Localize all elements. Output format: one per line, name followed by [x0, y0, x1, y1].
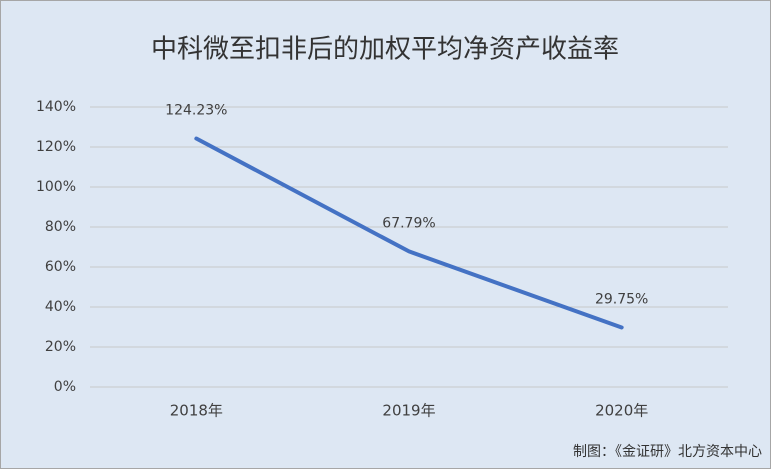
y-tick-label: 100%: [36, 179, 76, 195]
x-tick-label: 2018年: [170, 402, 223, 420]
y-tick-label: 40%: [45, 299, 76, 315]
y-tick-label: 120%: [36, 139, 76, 155]
y-tick-label: 80%: [45, 219, 76, 235]
chart-title: 中科微至扣非后的加权平均净资产收益率: [151, 35, 619, 65]
data-label: 29.75%: [595, 292, 648, 308]
source-note: 制图：《金证研》北方资本中心: [573, 444, 762, 460]
y-tick-label: 0%: [54, 379, 76, 395]
y-tick-label: 140%: [36, 99, 76, 115]
x-tick-label: 2020年: [595, 402, 648, 420]
line: [194, 136, 624, 330]
data-label: 124.23%: [165, 103, 227, 119]
y-tick-label: 60%: [45, 259, 76, 275]
y-tick-label: 20%: [45, 339, 76, 355]
x-tick-label: 2019年: [382, 402, 435, 420]
data-label: 67.79%: [382, 215, 435, 231]
